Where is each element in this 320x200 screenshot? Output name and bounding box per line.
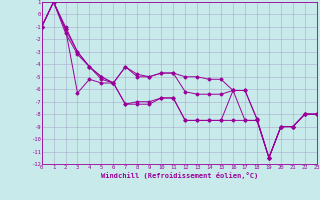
X-axis label: Windchill (Refroidissement éolien,°C): Windchill (Refroidissement éolien,°C): [100, 172, 258, 179]
